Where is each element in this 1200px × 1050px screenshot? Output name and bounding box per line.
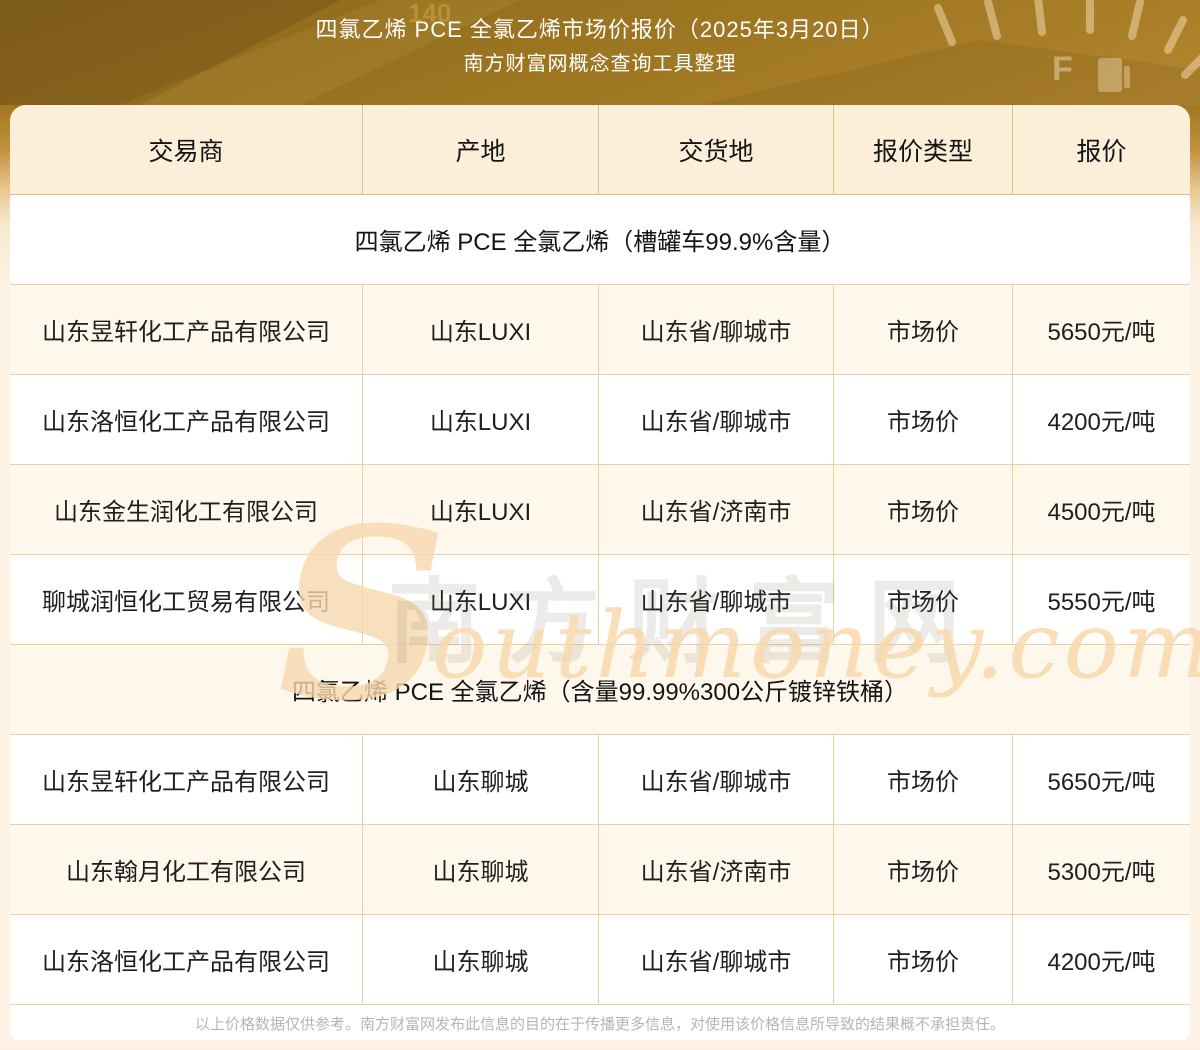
- cell-trader: 山东翰月化工有限公司: [10, 825, 363, 914]
- gauge-full-marker: F: [1052, 50, 1073, 88]
- cell-price: 4500元/吨: [1047, 499, 1156, 526]
- cell-price: 5650元/吨: [1047, 319, 1156, 346]
- cell-price: 4200元/吨: [1047, 949, 1156, 976]
- table-row: 山东金生润化工有限公司 山东LUXI 山东省/济南市 市场价 4500元/吨: [10, 465, 1190, 555]
- cell-origin: 山东LUXI: [363, 375, 599, 464]
- cell-origin: 山东聊城: [363, 825, 599, 914]
- cell-delivery-place: 山东省/聊城市: [599, 555, 834, 644]
- table-row: 山东昱轩化工产品有限公司 山东聊城 山东省/聊城市 市场价 5650元/吨: [10, 735, 1190, 825]
- cell-price: 4200元/吨: [1047, 409, 1156, 436]
- fuel-gauge-banner-art: 140 F: [0, 0, 1200, 105]
- table-row: 山东洛恒化工产品有限公司 山东LUXI 山东省/聊城市 市场价 4200元/吨: [10, 375, 1190, 465]
- page-title: 四氯乙烯 PCE 全氯乙烯市场价报价（2025年3月20日）: [315, 17, 885, 42]
- cell-quote-type: 市场价: [834, 465, 1013, 554]
- cell-trader: 山东昱轩化工产品有限公司: [10, 285, 363, 374]
- cell-quote-type: 市场价: [834, 285, 1013, 374]
- disclaimer: 以上价格数据仅供参考。南方财富网发布此信息的目的在于传播更多信息，对使用该价格信…: [10, 1005, 1190, 1040]
- cell-delivery-place: 山东省/聊城市: [599, 735, 834, 824]
- column-header-3: 报价类型: [834, 105, 1013, 194]
- cell-origin: 山东聊城: [363, 915, 599, 1004]
- cell-delivery-place: 山东省/聊城市: [599, 375, 834, 464]
- table-row: 山东昱轩化工产品有限公司 山东LUXI 山东省/聊城市 市场价 5650元/吨: [10, 285, 1190, 375]
- gauge-number: 140: [408, 0, 451, 28]
- cell-delivery-place: 山东省/聊城市: [599, 285, 834, 374]
- banner-shadow-shape: [700, 40, 1200, 105]
- cell-quote-type: 市场价: [834, 735, 1013, 824]
- cell-price: 5550元/吨: [1047, 589, 1156, 616]
- cell-delivery-place: 山东省/济南市: [599, 825, 834, 914]
- cell-price: 5650元/吨: [1047, 769, 1156, 796]
- cell-origin: 山东LUXI: [363, 555, 599, 644]
- cell-quote-type: 市场价: [834, 915, 1013, 1004]
- banner-light-shape: [120, 0, 520, 105]
- cell-trader: 山东金生润化工有限公司: [10, 465, 363, 554]
- section-title: 四氯乙烯 PCE 全氯乙烯（含量99.99%300公斤镀锌铁桶）: [10, 645, 1190, 735]
- banner-shadow-shape: [0, 0, 340, 105]
- table-header-row: 交易商 产地 交货地 报价类型 报价: [10, 105, 1190, 195]
- column-header-2: 交货地: [599, 105, 834, 194]
- cell-trader: 山东昱轩化工产品有限公司: [10, 735, 363, 824]
- table-row: 聊城润恒化工贸易有限公司 山东LUXI 山东省/聊城市 市场价 5550元/吨: [10, 555, 1190, 645]
- cell-trader: 山东洛恒化工产品有限公司: [10, 915, 363, 1004]
- cell-trader: 聊城润恒化工贸易有限公司: [10, 555, 363, 644]
- gauge-ticks-icon: [934, 0, 1200, 79]
- cell-origin: 山东LUXI: [363, 465, 599, 554]
- table-body: 四氯乙烯 PCE 全氯乙烯（槽罐车99.9%含量） 山东昱轩化工产品有限公司 山东L…: [10, 195, 1190, 1005]
- cell-origin: 山东聊城: [363, 735, 599, 824]
- header-banner: 140 F 四氯乙烯 PCE 全氯乙烯市场价报价（2025年3月20日） 南方财…: [0, 0, 1200, 105]
- cell-origin: 山东LUXI: [363, 285, 599, 374]
- table-row: 山东翰月化工有限公司 山东聊城 山东省/济南市 市场价 5300元/吨: [10, 825, 1190, 915]
- section-title: 四氯乙烯 PCE 全氯乙烯（槽罐车99.9%含量）: [10, 195, 1190, 285]
- cell-trader: 山东洛恒化工产品有限公司: [10, 375, 363, 464]
- column-header-4: 报价: [1076, 137, 1127, 166]
- fuel-pump-icon: [1098, 58, 1130, 92]
- cell-delivery-place: 山东省/济南市: [599, 465, 834, 554]
- page-subtitle: 南方财富网概念查询工具整理: [463, 53, 737, 75]
- cell-quote-type: 市场价: [834, 825, 1013, 914]
- table-row: 山东洛恒化工产品有限公司 山东聊城 山东省/聊城市 市场价 4200元/吨: [10, 915, 1190, 1005]
- cell-quote-type: 市场价: [834, 555, 1013, 644]
- cell-quote-type: 市场价: [834, 375, 1013, 464]
- cell-delivery-place: 山东省/聊城市: [599, 915, 834, 1004]
- cell-price: 5300元/吨: [1047, 859, 1156, 886]
- price-table: 交易商 产地 交货地 报价类型 报价 四氯乙烯 PCE 全氯乙烯（槽罐车99.9%含量）…: [10, 105, 1190, 1040]
- column-header-0: 交易商: [10, 105, 363, 194]
- column-header-1: 产地: [363, 105, 599, 194]
